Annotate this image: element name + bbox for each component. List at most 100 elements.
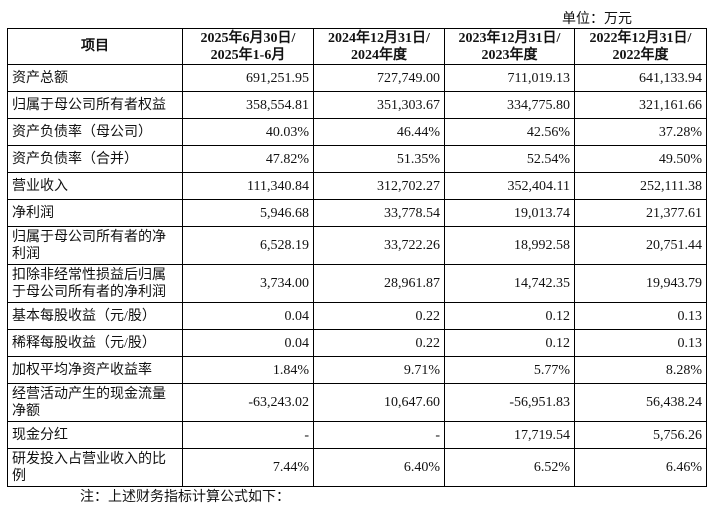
cell-value: 0.04 [182, 329, 314, 357]
cell-value: 18,992.58 [444, 226, 575, 265]
cell-value: 334,775.80 [444, 91, 575, 119]
cell-value: 5.77% [444, 356, 575, 384]
cell-value: 52.54% [444, 145, 575, 173]
cell-value: 0.12 [444, 329, 575, 357]
header-line: 2024年12月31日/ [328, 30, 430, 46]
row-label: 归属于母公司所有者权益 [7, 91, 183, 119]
table-row: 归属于母公司所有者权益 358,554.81 351,303.67 334,775.8… [7, 91, 707, 119]
row-label: 净利润 [7, 199, 183, 227]
table-row: 研发投入占营业收入的比例 7.44% 6.40% 6.52% 6.46% [7, 448, 707, 487]
cell-value: 47.82% [182, 145, 314, 173]
cell-value: - [182, 421, 314, 449]
table-row: 资产负债率（合并） 47.82% 51.35% 52.54% 49.50% [7, 145, 707, 173]
cell-value: 46.44% [313, 118, 445, 146]
cell-value: 7.44% [182, 448, 314, 487]
cell-value: 111,340.84 [182, 172, 314, 200]
row-label: 现金分红 [7, 421, 183, 449]
cell-value: 1.84% [182, 356, 314, 384]
column-header-period: 2022年12月31日/2022年度 [574, 28, 707, 65]
footnote: 注：上述财务指标计算公式如下： [80, 490, 290, 505]
cell-value: 6.52% [444, 448, 575, 487]
column-header-period: 2023年12月31日/2023年度 [444, 28, 575, 65]
cell-value: 321,161.66 [574, 91, 707, 119]
cell-value: 33,722.26 [313, 226, 445, 265]
table-row: 经营活动产生的现金流量净额 -63,243.02 10,647.60 -56,951.… [7, 383, 707, 422]
cell-value: 6.40% [313, 448, 445, 487]
cell-value: 727,749.00 [313, 64, 445, 92]
cell-value: 19,943.79 [574, 264, 707, 303]
cell-value: 0.12 [444, 302, 575, 330]
row-label: 研发投入占营业收入的比例 [7, 448, 183, 487]
table-row: 稀释每股收益（元/股） 0.04 0.22 0.12 0.13 [7, 329, 707, 357]
table-row: 营业收入 111,340.84 312,702.27 352,404.11 252,11… [7, 172, 707, 200]
row-label: 基本每股收益（元/股） [7, 302, 183, 330]
cell-value: 0.13 [574, 302, 707, 330]
row-label: 资产负债率（合并） [7, 145, 183, 173]
cell-value: 56,438.24 [574, 383, 707, 422]
cell-value: 51.35% [313, 145, 445, 173]
table-row: 净利润 5,946.68 33,778.54 19,013.74 21,377.61 [7, 199, 707, 227]
cell-value: -56,951.83 [444, 383, 575, 422]
cell-value: 49.50% [574, 145, 707, 173]
header-line: 2022年度 [612, 47, 669, 63]
row-label: 经营活动产生的现金流量净额 [7, 383, 183, 422]
cell-value: 0.22 [313, 302, 445, 330]
cell-value: 0.04 [182, 302, 314, 330]
financial-table: 项目 2025年6月30日/2025年1-6月 2024年12月31日/2024年度… [7, 28, 707, 487]
cell-value: 5,946.68 [182, 199, 314, 227]
cell-value: 14,742.35 [444, 264, 575, 303]
row-label: 资产总额 [7, 64, 183, 92]
cell-value: 351,303.67 [313, 91, 445, 119]
header-line: 2024年度 [351, 47, 407, 63]
header-line: 2022年12月31日/ [589, 30, 692, 46]
header-line: 项目 [81, 39, 109, 54]
table-row: 资产总额 691,251.95 727,749.00 711,019.13 641,13… [7, 64, 707, 92]
row-label: 营业收入 [7, 172, 183, 200]
unit-label: 单位：万元 [562, 12, 632, 27]
cell-value: 312,702.27 [313, 172, 445, 200]
cell-value: 0.22 [313, 329, 445, 357]
header-line: 2023年12月31日/ [458, 30, 561, 46]
table-row: 扣除非经常性损益后归属于母公司所有者的净利润 3,734.00 28,961.87 1… [7, 264, 707, 303]
row-label: 归属于母公司所有者的净利润 [7, 226, 183, 265]
column-header-period: 2025年6月30日/2025年1-6月 [182, 28, 314, 65]
cell-value: 20,751.44 [574, 226, 707, 265]
cell-value: 9.71% [313, 356, 445, 384]
cell-value: 40.03% [182, 118, 314, 146]
header-row: 项目 2025年6月30日/2025年1-6月 2024年12月31日/2024年度… [7, 28, 707, 65]
cell-value: 691,251.95 [182, 64, 314, 92]
cell-value: - [313, 421, 445, 449]
table-row: 资产负债率（母公司） 40.03% 46.44% 42.56% 37.28% [7, 118, 707, 146]
cell-value: 252,111.38 [574, 172, 707, 200]
cell-value: 358,554.81 [182, 91, 314, 119]
cell-value: 21,377.61 [574, 199, 707, 227]
cell-value: 8.28% [574, 356, 707, 384]
cell-value: 5,756.26 [574, 421, 707, 449]
cell-value: 6.46% [574, 448, 707, 487]
cell-value: 10,647.60 [313, 383, 445, 422]
table-row: 基本每股收益（元/股） 0.04 0.22 0.12 0.13 [7, 302, 707, 330]
column-header-item: 项目 [7, 28, 183, 65]
column-header-period: 2024年12月31日/2024年度 [313, 28, 445, 65]
cell-value: 711,019.13 [444, 64, 575, 92]
table-row: 加权平均净资产收益率 1.84% 9.71% 5.77% 8.28% [7, 356, 707, 384]
row-label: 扣除非经常性损益后归属于母公司所有者的净利润 [7, 264, 183, 303]
cell-value: 17,719.54 [444, 421, 575, 449]
cell-value: 33,778.54 [313, 199, 445, 227]
header-line: 2025年6月30日/ [200, 30, 296, 46]
row-label: 资产负债率（母公司） [7, 118, 183, 146]
row-label: 稀释每股收益（元/股） [7, 329, 183, 357]
cell-value: 37.28% [574, 118, 707, 146]
cell-value: -63,243.02 [182, 383, 314, 422]
cell-value: 6,528.19 [182, 226, 314, 265]
table-row: 现金分红 - -17,719.54 5,756.26 [7, 421, 707, 449]
cell-value: 0.13 [574, 329, 707, 357]
cell-value: 42.56% [444, 118, 575, 146]
header-line: 2025年1-6月 [210, 47, 286, 63]
cell-value: 3,734.00 [182, 264, 314, 303]
cell-value: 352,404.11 [444, 172, 575, 200]
table-row: 归属于母公司所有者的净利润 6,528.19 33,722.26 18,992.58 2… [7, 226, 707, 265]
row-label: 加权平均净资产收益率 [7, 356, 183, 384]
cell-value: 641,133.94 [574, 64, 707, 92]
cell-value: 19,013.74 [444, 199, 575, 227]
